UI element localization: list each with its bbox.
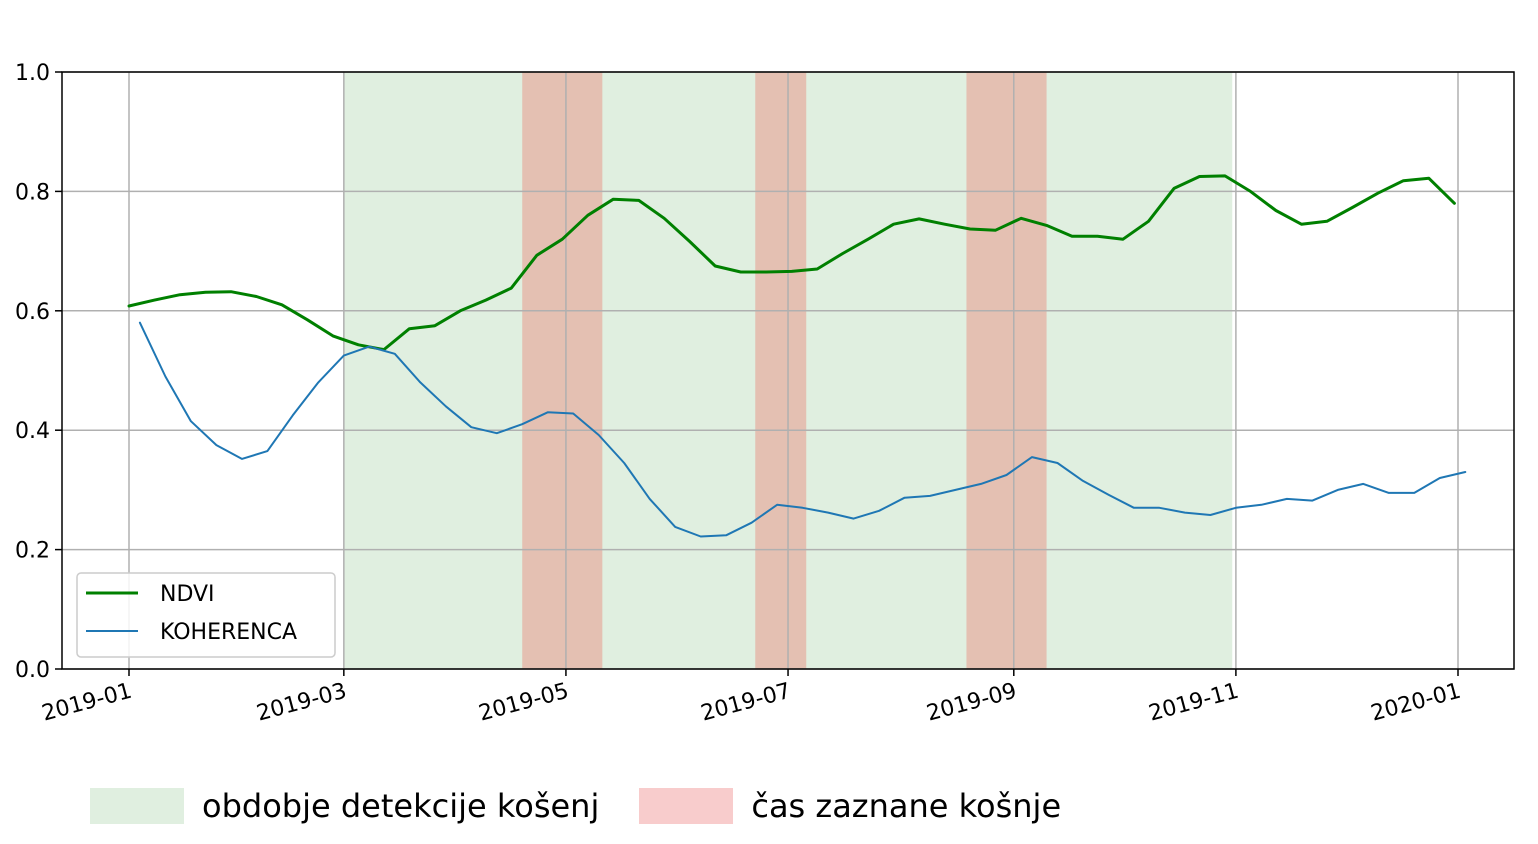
mowing-event-band-2 — [755, 72, 807, 669]
bottom-legend-item-mowing: čas zaznane košnje — [639, 787, 1061, 825]
y-tick-label: 0.8 — [15, 180, 50, 205]
y-tick-label: 0.2 — [15, 539, 50, 564]
x-tick-label: 2020-01 — [1368, 679, 1463, 727]
mowing-event-band-1 — [522, 72, 603, 669]
y-tick-label: 1.0 — [15, 61, 50, 86]
y-tick-label: 0.0 — [15, 658, 50, 683]
x-axis-ticks: 2019-01 2019-03 2019-05 2019-07 2019-09 2019-… — [39, 669, 1464, 727]
y-axis-ticks: 0.0 0.2 0.4 0.6 0.8 1.0 — [15, 61, 62, 683]
y-tick-label: 0.4 — [15, 419, 50, 444]
x-tick-label: 2019-11 — [1146, 679, 1241, 727]
x-tick-label: 2019-03 — [254, 679, 349, 727]
chart-series — [127, 174, 1467, 538]
y-tick-label: 0.6 — [15, 300, 50, 325]
chart: 0.0 0.2 0.4 0.6 0.8 1.0 2019-01 2019-03 2019-05… — [15, 61, 1515, 727]
bottom-legend-item-detection: obdobje detekcije košenj — [90, 787, 599, 825]
bottom-legend: obdobje detekcije košenj čas zaznane koš… — [90, 780, 1101, 832]
series-line-koherenca — [138, 321, 1467, 538]
x-tick-label: 2019-05 — [476, 679, 571, 727]
mowing-event-band-3 — [966, 72, 1047, 669]
legend-label-ndvi: NDVI — [160, 582, 215, 607]
series-line-ndvi — [127, 174, 1456, 352]
inset-legend: NDVI KOHERENCA — [76, 572, 336, 658]
mowing-event-label: čas zaznane košnje — [751, 787, 1062, 825]
x-tick-label: 2019-01 — [39, 679, 134, 727]
detection-period-label: obdobje detekcije košenj — [202, 787, 600, 825]
legend-box — [76, 572, 336, 658]
detection-period-swatch — [90, 788, 184, 824]
x-tick-label: 2019-09 — [924, 679, 1019, 727]
x-tick-label: 2019-07 — [698, 679, 793, 727]
mowing-event-swatch — [639, 788, 734, 824]
legend-label-koherenca: KOHERENCA — [160, 620, 297, 645]
